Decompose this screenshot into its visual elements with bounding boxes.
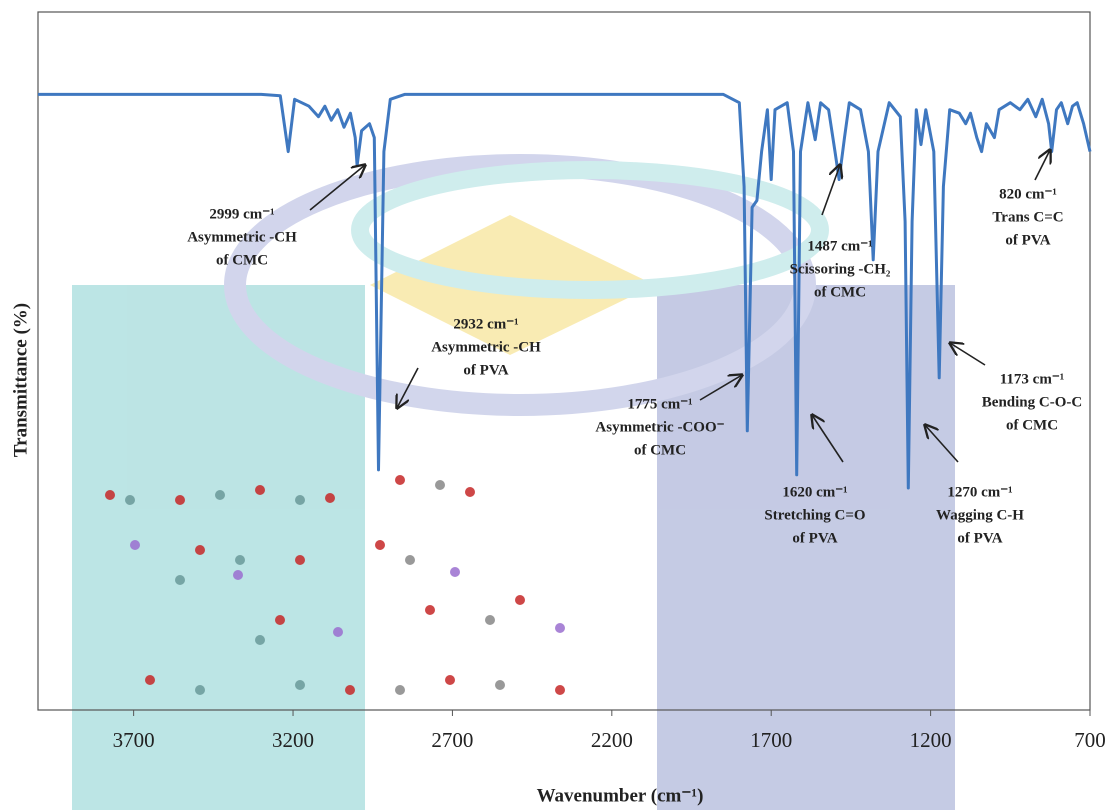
x-tick-label: 700 (1074, 728, 1106, 752)
x-tick-label: 1700 (750, 728, 792, 752)
page: Wavenumber (cm⁻¹) Transmittance (%) 3700… (0, 0, 1113, 810)
annotation-text: Scissoring -CH₂ (790, 261, 891, 277)
annotation-text: 2999 cm⁻¹ (209, 206, 274, 222)
annotation-arrow (1035, 150, 1050, 180)
x-tick-label: 2700 (431, 728, 473, 752)
annotation-text: of PVA (1005, 232, 1050, 248)
annotation-text: 1487 cm⁻¹ (807, 238, 872, 254)
y-axis-label: Transmittance (%) (10, 303, 31, 457)
annotation-arrow (822, 165, 840, 215)
annotation-text: of CMC (1006, 417, 1058, 433)
x-tick-label: 1200 (910, 728, 952, 752)
annotation-text: Bending C-O-C (982, 394, 1082, 410)
annotation-text: of PVA (792, 530, 837, 546)
x-tick-label: 3200 (272, 728, 314, 752)
annotation-arrow (950, 343, 985, 365)
x-axis-label: Wavenumber (cm⁻¹) (537, 785, 704, 806)
annotation-text: 820 cm⁻¹ (999, 186, 1057, 202)
annotation-text: 1270 cm⁻¹ (947, 484, 1012, 500)
annotation-text: Asymmetric -CH (431, 339, 541, 355)
annotation-text: 1620 cm⁻¹ (782, 484, 847, 500)
annotation-text: Asymmetric -CH (187, 229, 297, 245)
annotation-text: 1775 cm⁻¹ (627, 396, 692, 412)
annotation-text: 2932 cm⁻¹ (453, 316, 518, 332)
annotation-text: 1173 cm⁻¹ (1000, 371, 1065, 387)
annotation-text: Stretching C=O (764, 507, 865, 523)
annotation-text: Trans C=C (992, 209, 1063, 225)
x-tick-label: 2200 (591, 728, 633, 752)
x-tick-label: 3700 (113, 728, 155, 752)
annotation-text: of CMC (216, 252, 268, 268)
chart: Wavenumber (cm⁻¹) Transmittance (%) 3700… (0, 0, 1113, 810)
annotation-text: of CMC (814, 284, 866, 300)
annotation-text: of PVA (463, 362, 508, 378)
annotation-text: of PVA (957, 530, 1002, 546)
annotation-text: of CMC (634, 442, 686, 458)
annotation-text: Asymmetric -COO⁻ (595, 419, 724, 435)
annotation-text: Wagging C-H (936, 507, 1024, 523)
